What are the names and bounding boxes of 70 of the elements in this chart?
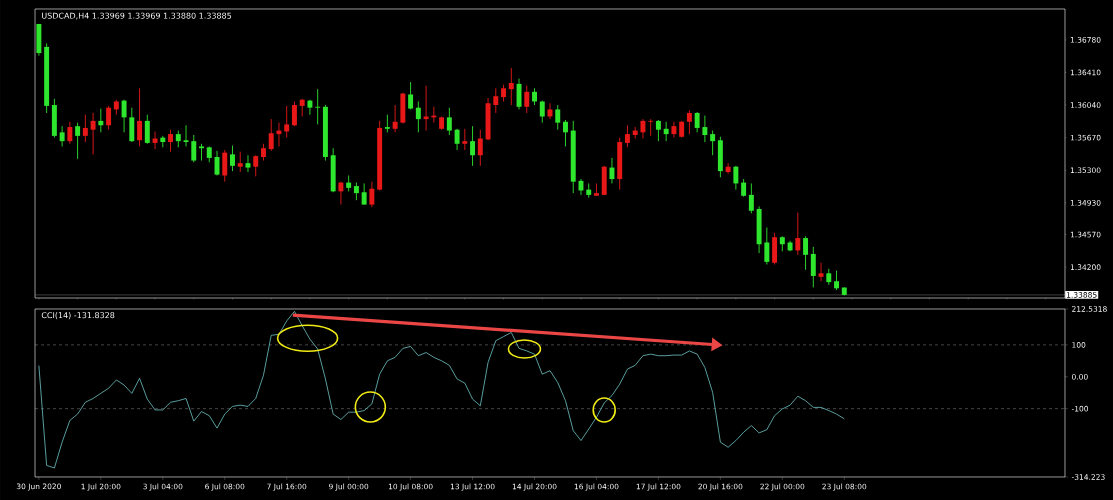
candlestick <box>803 235 809 271</box>
candlestick <box>748 183 754 214</box>
candlestick <box>67 121 73 145</box>
candlestick <box>725 162 731 175</box>
candlestick <box>129 107 135 143</box>
candlestick <box>454 128 460 151</box>
candlestick <box>593 183 599 197</box>
candlestick <box>477 129 483 167</box>
candlestick <box>237 151 243 173</box>
candlestick <box>671 121 677 139</box>
candlestick <box>230 145 235 172</box>
candlestick <box>307 99 313 116</box>
candlestick <box>144 114 150 145</box>
candlestick <box>137 87 143 147</box>
candlestick <box>284 105 290 139</box>
candlestick <box>624 124 630 148</box>
candlestick <box>152 131 158 150</box>
candlestick <box>555 104 561 131</box>
candlestick <box>834 270 840 291</box>
candlestick <box>168 129 174 153</box>
candlestick <box>640 118 646 139</box>
candlestick <box>686 109 692 135</box>
candlestick <box>253 154 259 177</box>
candlestick <box>655 119 661 142</box>
candlestick <box>191 134 197 163</box>
candlestick <box>222 149 228 183</box>
candlestick <box>764 227 770 265</box>
candlestick <box>470 125 476 167</box>
candlestick <box>268 118 274 152</box>
candlestick <box>710 130 716 156</box>
candlestick <box>369 181 375 208</box>
candlestick <box>663 121 669 142</box>
candlestick <box>508 67 514 106</box>
candlestick <box>462 128 468 151</box>
candlestick <box>733 165 739 191</box>
candlestick <box>75 122 81 160</box>
candlestick <box>563 119 568 147</box>
candlestick <box>121 99 127 133</box>
candlestick <box>199 143 204 161</box>
candlestick <box>810 246 816 288</box>
candlestick <box>90 112 96 155</box>
candlestick <box>392 104 398 133</box>
candlestick <box>818 262 824 282</box>
candlestick <box>516 78 522 110</box>
candlestick <box>183 124 189 147</box>
candlestick <box>648 118 654 137</box>
candlestick <box>106 105 112 131</box>
chart-title: CCI(14) -131.8328 <box>41 312 115 320</box>
candlestick <box>423 85 429 132</box>
candlestick <box>493 87 499 114</box>
candlestick <box>98 108 104 133</box>
candlestick <box>59 125 65 147</box>
candlestick <box>245 154 251 173</box>
candlestick <box>539 100 545 124</box>
candlestick <box>415 101 421 133</box>
candlestick <box>291 101 297 127</box>
candlestick <box>702 115 708 143</box>
candlestick <box>361 183 367 206</box>
candlestick <box>446 107 452 136</box>
candlestick <box>609 157 615 184</box>
candlestick <box>795 212 801 256</box>
chart-title: USDCAD,H4 1.33969 1.33969 1.33880 1.33885 <box>42 12 232 20</box>
line-series <box>38 310 845 469</box>
candlestick <box>694 111 700 133</box>
candlestick <box>338 181 344 206</box>
candlestick <box>384 114 390 133</box>
candlestick <box>82 114 88 143</box>
candlestick <box>408 81 414 110</box>
candlestick <box>524 85 530 114</box>
candlestick <box>315 88 321 125</box>
